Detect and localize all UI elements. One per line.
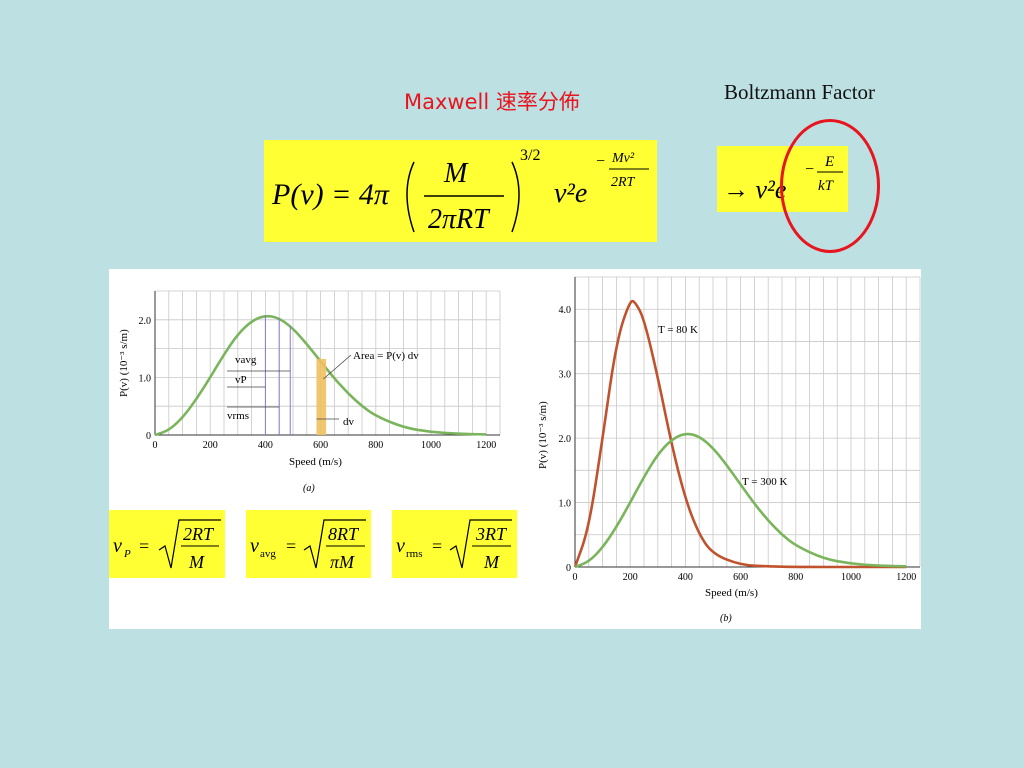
chart-b-y-tick: 0 [566, 563, 571, 574]
series-label-300k: T = 300 K [742, 476, 787, 488]
chart-a-x-tick: 800 [368, 440, 383, 451]
chart-b: 0 200 400 600 800 1000 1200 0 1.0 2.0 3.0 4.0 T = 80… [537, 276, 921, 624]
chart-b-x-tick: 0 [573, 572, 578, 583]
chart-a-x-tick: 600 [313, 440, 328, 451]
eq-lhs: P(v) = 4π [271, 178, 390, 211]
eq-exp-den: 2RT [611, 175, 636, 190]
vp-lhs: v [113, 535, 122, 557]
chart-a: 0 200 400 600 800 1000 1200 0 1.0 2.0 vavg vP vrms Ar… [118, 290, 501, 494]
vp-sub: P [123, 548, 131, 560]
maxwell-equation-box: P(v) = 4π M 2πRT 3/2 v²e − Mv² 2RT [264, 140, 657, 242]
chart-a-y-tick: 2.0 [139, 316, 152, 327]
chart-b-x-tick: 1200 [896, 572, 916, 583]
boltzmann-factor-label: Boltzmann Factor [724, 80, 876, 104]
chart-a-x-tick: 200 [203, 440, 218, 451]
eq-minus: − [596, 153, 605, 170]
chart-b-grid [574, 276, 921, 568]
boltz-arrow-v2e: → v²e [723, 175, 786, 204]
vavg-sub: avg [260, 548, 276, 560]
chart-a-ylabel: P(v) (10⁻³ s/m) [118, 329, 130, 397]
vp-equals: = [139, 536, 149, 556]
chart-a-series-line-0 [154, 314, 487, 437]
leader-area [323, 354, 352, 380]
dv-strip [316, 358, 327, 435]
chart-a-y-tick: 1.0 [139, 373, 152, 384]
chart-b-xlabel: Speed (m/s) [705, 587, 758, 599]
vavg-lhs: v [250, 535, 259, 557]
chart-a-x-tick: 1000 [421, 440, 441, 451]
eq-v2e: v²e [554, 178, 587, 209]
chart-b-y-tick: 1.0 [559, 499, 572, 510]
vavg-formula-box: v avg = 8RT πM [246, 510, 371, 578]
chart-b-y-tick: 2.0 [559, 434, 572, 445]
chart-a-caption: (a) [303, 483, 315, 494]
eq-power: 3/2 [520, 147, 540, 164]
chart-a-x-tick: 1200 [476, 440, 496, 451]
vp-num: 2RT [183, 524, 215, 544]
vavg-num: 8RT [328, 524, 360, 544]
vp-formula-box: v P = 2RT M [109, 510, 225, 578]
annotation-vp: vP [235, 374, 247, 386]
eq-frac-den: 2πRT [428, 204, 491, 235]
chart-a-y-tick: 0 [146, 431, 151, 442]
vp-formula: v P = 2RT M [113, 519, 221, 572]
chart-a-xlabel: Speed (m/s) [289, 456, 342, 468]
chart-a-grid [154, 290, 501, 436]
chart-b-ylabel: P(v) (10⁻³ s/m) [537, 401, 549, 469]
vrms-equals: = [432, 536, 442, 556]
highlight-ellipse [780, 119, 880, 253]
series-label-80k: T = 80 K [658, 324, 698, 336]
chart-b-series-line-1 [574, 432, 907, 569]
vavg-equals: = [286, 536, 296, 556]
chart-b-x-tick: 600 [733, 572, 748, 583]
vrms-sub: rms [406, 548, 423, 560]
vrms-formula-box: v rms = 3RT M [392, 510, 517, 578]
vrms-den: M [483, 552, 500, 572]
chart-b-x-tick: 1000 [841, 572, 861, 583]
vp-den: M [188, 552, 205, 572]
chart-b-y-tick: 3.0 [559, 370, 572, 381]
vrms-num: 3RT [475, 524, 508, 544]
eq-frac-num: M [443, 158, 469, 189]
vrms-lhs: v [396, 535, 405, 557]
chart-a-x-tick: 400 [258, 440, 273, 451]
chart-b-x-tick: 200 [623, 572, 638, 583]
annotation-dv: dv [343, 416, 355, 428]
slide-title: Maxwell 速率分佈 [404, 90, 580, 114]
chart-b-caption: (b) [720, 613, 732, 624]
eq-exp-num: Mv² [611, 151, 635, 166]
maxwell-equation: P(v) = 4π M 2πRT 3/2 v²e − Mv² 2RT [271, 147, 649, 235]
vrms-formula: v rms = 3RT M [396, 519, 512, 572]
chart-b-y-tick: 4.0 [559, 305, 572, 316]
chart-b-series-line-0 [573, 299, 907, 569]
chart-a-x-tick: 0 [153, 440, 158, 451]
vavg-den: πM [330, 552, 355, 572]
annotation-area: Area = P(v) dv [353, 350, 419, 362]
annotation-vavg: vavg [235, 354, 257, 366]
chart-b-x-tick: 400 [678, 572, 693, 583]
chart-b-x-tick: 800 [788, 572, 803, 583]
annotation-vrms: vrms [227, 410, 249, 422]
vavg-formula: v avg = 8RT πM [250, 519, 366, 572]
